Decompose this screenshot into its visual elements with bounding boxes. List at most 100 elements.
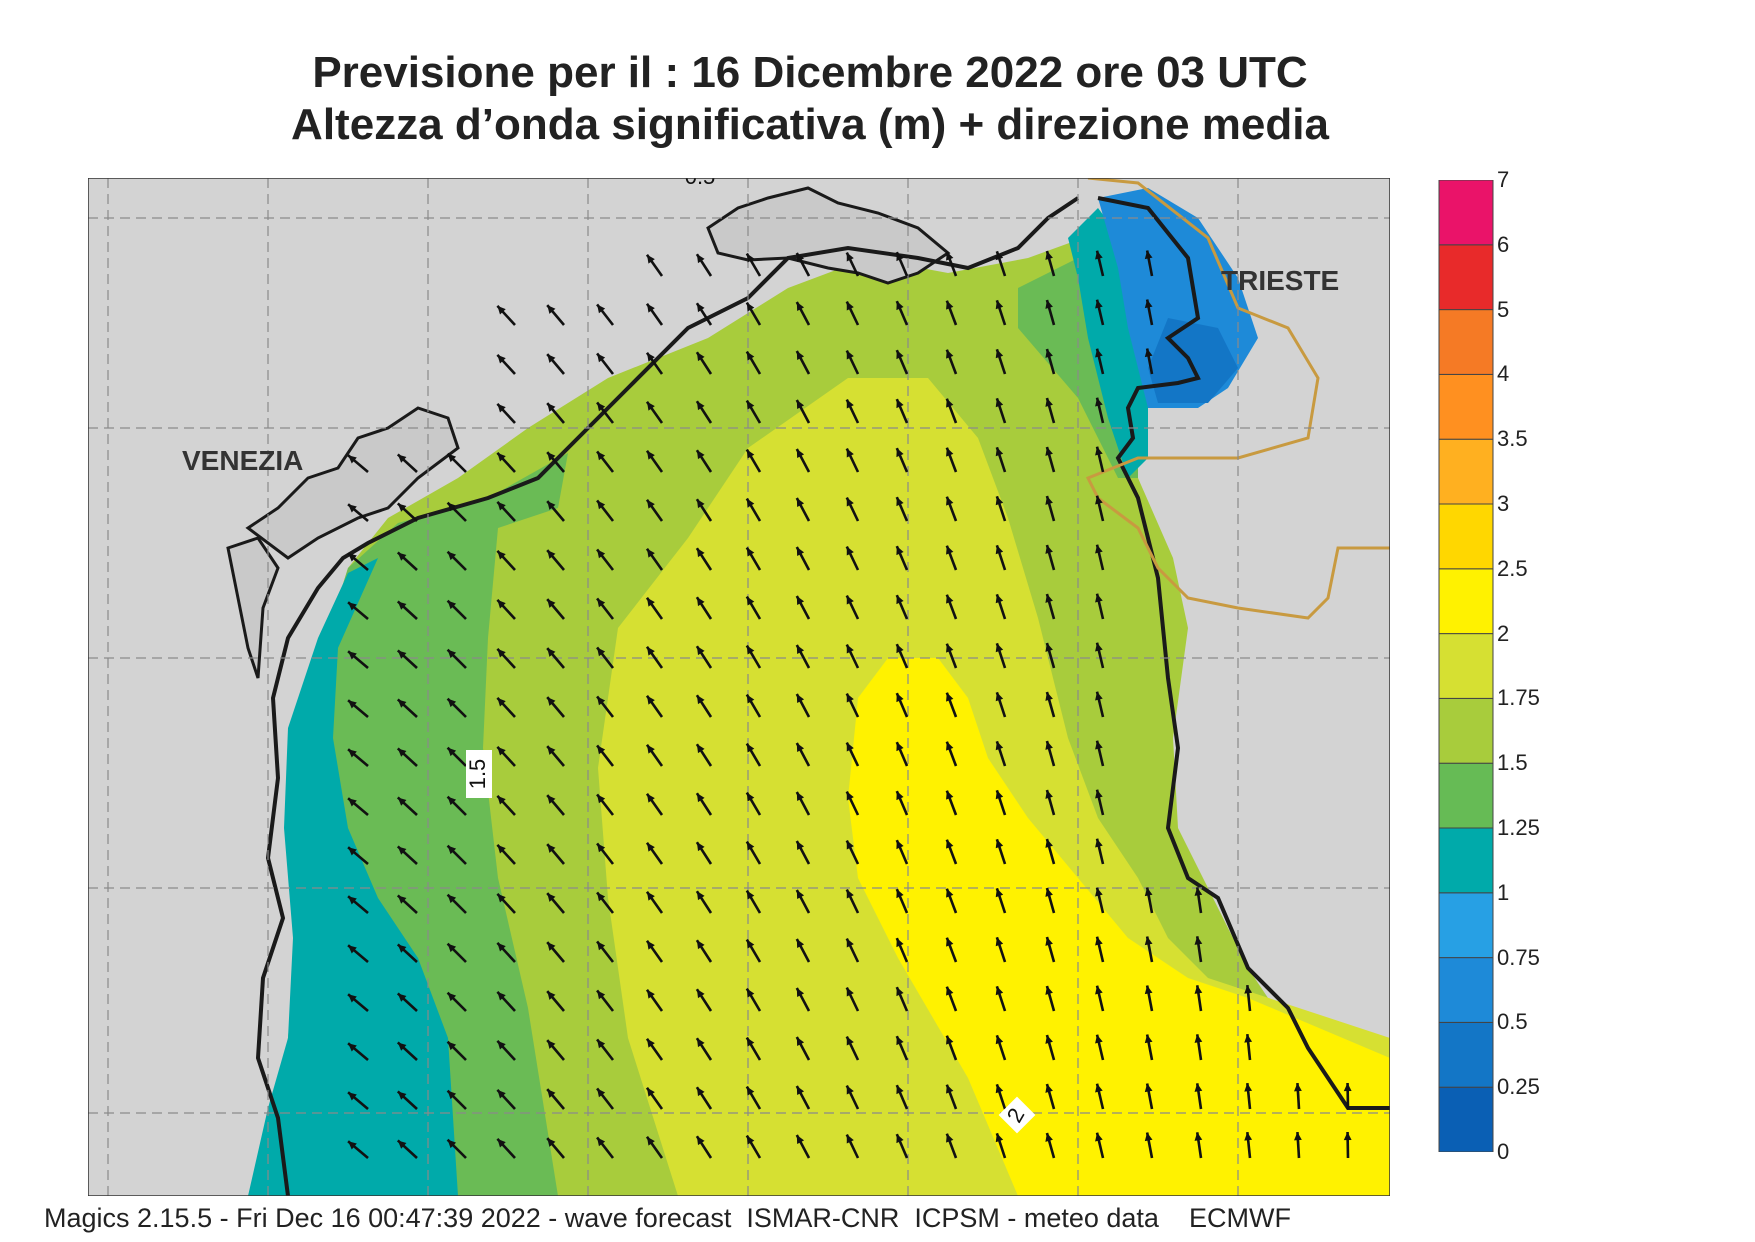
direction-arrowhead — [846, 350, 854, 360]
legend-tick-label: 6 — [1497, 231, 1510, 257]
direction-arrowhead — [497, 1138, 506, 1148]
direction-arrowhead — [597, 598, 606, 608]
direction-arrowhead — [597, 990, 606, 1000]
direction-arrowhead — [1144, 348, 1153, 358]
direction-arrowhead — [597, 794, 606, 804]
direction-arrowhead — [646, 303, 655, 313]
legend-swatch — [1438, 827, 1494, 894]
direction-arrowhead — [995, 1035, 1004, 1045]
direction-arrowhead — [746, 302, 755, 312]
legend-tick-label: 3.5 — [1497, 426, 1528, 452]
direction-arrowhead — [1144, 1083, 1153, 1093]
svg-text:1.5: 1.5 — [465, 759, 490, 790]
direction-arrowhead — [646, 352, 655, 362]
direction-arrowhead — [1144, 299, 1153, 309]
direction-arrowhead — [348, 455, 357, 464]
direction-arrowhead — [497, 1040, 506, 1050]
direction-arrowhead — [447, 600, 457, 610]
direction-arrowhead — [995, 349, 1004, 359]
legend-tick-label: 0 — [1497, 1139, 1510, 1164]
direction-arrowhead — [796, 694, 805, 704]
direction-arrowhead — [796, 792, 805, 802]
direction-arrowhead — [497, 1089, 506, 1099]
direction-arrowhead — [497, 550, 506, 560]
direction-arrowhead — [397, 895, 407, 904]
direction-arrowhead — [896, 497, 904, 507]
direction-arrowhead — [746, 694, 755, 704]
direction-arrowhead — [1244, 1034, 1253, 1043]
direction-arrowhead — [696, 842, 705, 852]
direction-arrowhead — [1045, 593, 1053, 603]
direction-arrowhead — [946, 447, 954, 457]
direction-arrowhead — [796, 449, 805, 459]
direction-arrowhead — [397, 454, 407, 463]
direction-arrowhead — [1095, 446, 1103, 456]
direction-arrowhead — [646, 891, 655, 901]
direction-arrowhead — [696, 646, 705, 656]
legend-tick-label: 0.5 — [1497, 1009, 1528, 1035]
contour-label-1-5: 1.5 — [465, 750, 492, 798]
direction-arrowhead — [1244, 1083, 1253, 1092]
direction-arrowhead — [995, 300, 1004, 310]
direction-arrowhead — [746, 498, 755, 508]
direction-arrowhead — [348, 994, 357, 1003]
direction-arrowhead — [1045, 495, 1053, 505]
direction-arrowhead — [547, 1089, 556, 1098]
legend-swatch — [1438, 633, 1494, 699]
direction-arrowhead — [1095, 936, 1103, 946]
direction-arrowhead — [746, 988, 755, 998]
direction-arrowhead — [995, 1084, 1004, 1094]
direction-arrowhead — [796, 743, 805, 753]
direction-arrowhead — [547, 305, 556, 314]
direction-arrowhead — [1343, 1083, 1352, 1092]
legend-tick-label: 3 — [1497, 491, 1510, 516]
direction-arrowhead — [597, 1088, 606, 1098]
legend-tick-label: 2 — [1497, 620, 1510, 646]
direction-arrowhead — [397, 1091, 407, 1100]
direction-arrowhead — [497, 795, 506, 805]
direction-arrowhead — [1194, 1132, 1203, 1141]
direction-arrowhead — [696, 499, 705, 509]
direction-arrowhead — [547, 550, 556, 559]
direction-arrowhead — [846, 546, 854, 556]
direction-arrowhead — [348, 504, 357, 513]
direction-arrowhead — [896, 1134, 904, 1144]
direction-arrowhead — [547, 697, 556, 706]
direction-arrowhead — [896, 1085, 904, 1095]
direction-arrowhead — [1045, 1132, 1053, 1142]
direction-arrowhead — [846, 595, 854, 605]
legend-swatch — [1438, 180, 1494, 246]
coastline-east — [1097, 196, 1390, 1110]
direction-arrowhead — [547, 501, 556, 510]
direction-arrowhead — [746, 253, 755, 263]
direction-arrowhead — [696, 1087, 705, 1097]
color-legend — [1438, 180, 1494, 1152]
direction-arrowhead — [995, 643, 1004, 653]
direction-arrowhead — [896, 938, 904, 948]
direction-arrowhead — [1045, 1083, 1053, 1093]
direction-arrowhead — [397, 944, 407, 953]
direction-arrowhead — [946, 300, 954, 310]
direction-arrowhead — [896, 791, 904, 801]
direction-arrowhead — [597, 1137, 606, 1147]
direction-arrowhead — [547, 403, 556, 412]
direction-arrowhead — [946, 888, 954, 898]
direction-arrowhead — [995, 986, 1004, 996]
direction-arrowhead — [896, 987, 904, 997]
direction-arrowhead — [1244, 985, 1253, 994]
legend-swatch — [1438, 892, 1494, 959]
direction-arrowhead — [995, 888, 1004, 898]
legend-tick-label: 1.5 — [1497, 750, 1528, 776]
direction-arrowhead — [547, 942, 556, 951]
direction-arrowhead — [696, 597, 705, 607]
direction-arrowhead — [946, 741, 954, 751]
direction-arrowhead — [696, 1136, 705, 1146]
direction-arrowhead — [497, 599, 506, 609]
direction-arrowhead — [646, 1136, 655, 1146]
direction-arrowhead — [846, 644, 854, 654]
direction-arrowhead — [1095, 544, 1103, 554]
direction-arrowhead — [497, 501, 506, 511]
direction-arrowhead — [696, 548, 705, 558]
direction-arrowhead — [547, 746, 556, 755]
direction-arrowhead — [846, 889, 854, 899]
